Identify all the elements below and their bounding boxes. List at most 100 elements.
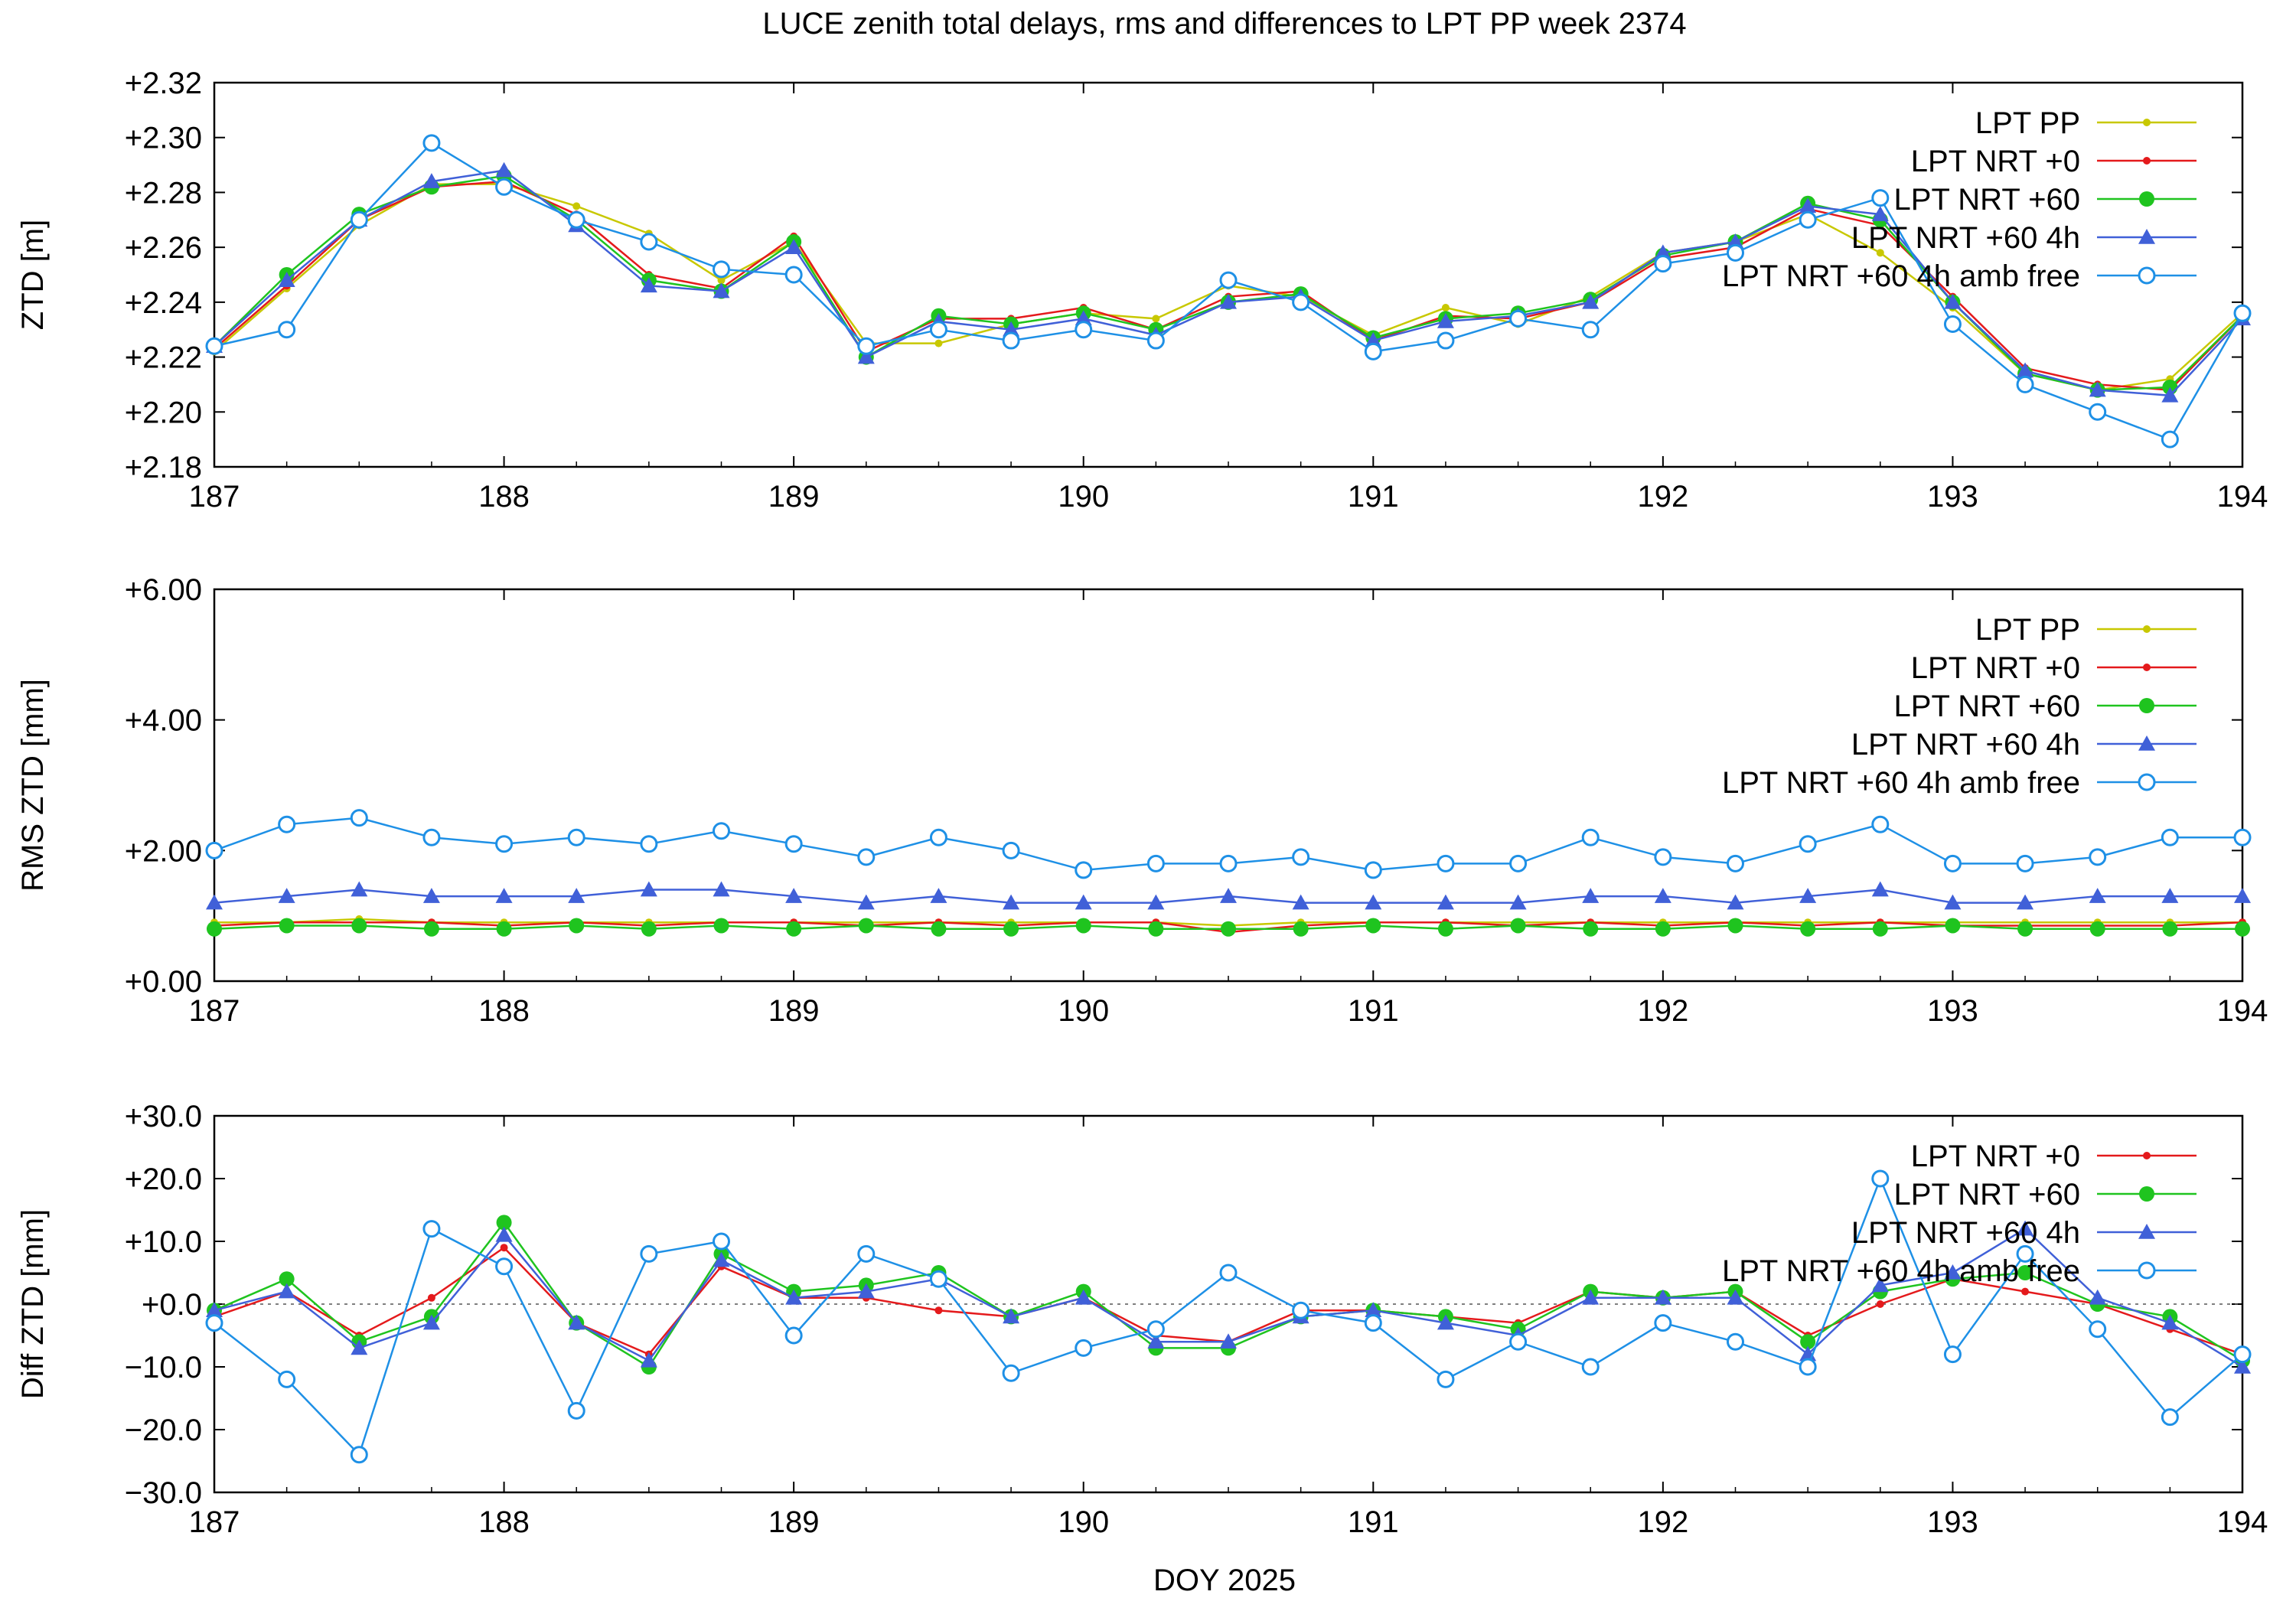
data-point [1509,309,1528,328]
data-point [1219,854,1238,872]
data-point [278,1283,295,1299]
data-point [1002,841,1020,859]
data-point [1365,332,1382,347]
legend-swatch-marker [2139,191,2154,207]
legend-swatch-marker [2143,625,2151,633]
data-point [207,921,222,937]
data-point [2089,848,2107,866]
y-tick-label: +0.00 [125,965,202,999]
data-point [2161,430,2179,448]
data-point [1441,304,1450,312]
x-tick-label: 190 [1058,480,1109,514]
data-point [2017,1220,2034,1236]
data-point [784,266,803,284]
data-point [1075,321,1093,339]
x-tick-label: 187 [189,480,240,514]
data-point [1292,894,1309,910]
y-tick-label: +6.00 [125,573,202,607]
data-point [1654,1314,1672,1332]
data-point [278,272,295,287]
data-point [1437,894,1454,910]
data-point [785,888,803,903]
data-point [1727,854,1744,872]
x-tick-label: 188 [478,994,530,1028]
y-tick-label: +2.00 [125,834,202,868]
x-tick-label: 191 [1348,480,1399,514]
data-point [2233,1345,2252,1364]
data-point [1800,1334,1816,1350]
data-point [1437,312,1454,328]
data-point [495,1226,513,1242]
legend-swatch-marker [2138,735,2155,751]
data-point [1075,1339,1093,1357]
data-point [206,1302,223,1317]
data-point [929,1270,947,1288]
legend-label: LPT NRT +60 4h [1851,728,2080,761]
data-point [1727,1332,1744,1351]
data-point [1147,1333,1165,1348]
data-point [2161,1314,2179,1330]
data-point [569,918,585,934]
y-tick-label: +2.18 [125,451,202,484]
data-point [1943,315,1962,334]
data-point [713,282,730,298]
data-point [858,918,874,934]
data-point [351,881,368,897]
data-point [2161,1408,2179,1427]
data-point [1437,1314,1454,1330]
y-tick-label: −10.0 [125,1351,202,1384]
data-point [1365,1302,1382,1317]
chart-title: LUCE zenith total delays, rms and differ… [762,7,1686,41]
x-tick-label: 194 [2217,1505,2268,1539]
data-point [640,835,658,853]
data-point [2089,921,2105,937]
legend-swatch-marker [2143,1152,2151,1159]
data-point [1003,1308,1020,1324]
x-tick-label: 193 [1927,1505,1978,1539]
data-point [1509,854,1528,872]
x-tick-label: 187 [189,994,240,1028]
data-point [2235,921,2250,937]
x-tick-label: 192 [1637,994,1688,1028]
data-point [1872,921,1888,937]
x-tick-label: 193 [1927,480,1978,514]
data-point [278,888,295,903]
y-tick-label: +2.20 [125,396,202,429]
data-point [495,1257,514,1276]
legend-label: LPT NRT +0 [1911,145,2080,178]
data-point [1364,342,1382,360]
data-point [857,1283,875,1299]
data-point [2017,894,2034,910]
data-point [1727,243,1744,262]
data-point [1365,894,1382,910]
data-point [784,835,803,853]
data-point [1727,1289,1744,1305]
data-point [278,815,296,833]
x-tick-label: 188 [478,1505,530,1539]
data-point [2234,1358,2251,1374]
y-tick-label: −30.0 [125,1476,202,1510]
data-point [427,1293,435,1302]
data-point [422,888,440,903]
legend-label: LPT NRT +60 4h amb free [1722,766,2080,800]
data-point [1581,828,1600,846]
data-point [1871,189,1890,207]
data-point [2089,888,2106,903]
series-3 [206,1220,2251,1374]
data-point [713,260,730,279]
data-point [857,848,876,866]
legend: LPT NRT +0 LPT NRT +60 LPT NRT +60 4h LPT N… [1722,1140,2197,1288]
data-point [1003,894,1020,910]
data-point [567,210,585,229]
data-point [423,921,439,937]
data-point [1292,1301,1310,1319]
x-tick-label: 189 [768,480,820,514]
data-point [1002,331,1020,350]
data-point [495,888,513,903]
y-tick-label: +20.0 [125,1163,202,1196]
data-point [2017,362,2034,378]
data-point [1075,861,1093,879]
x-tick-label: 191 [1348,1505,1399,1539]
data-point [567,1401,585,1420]
